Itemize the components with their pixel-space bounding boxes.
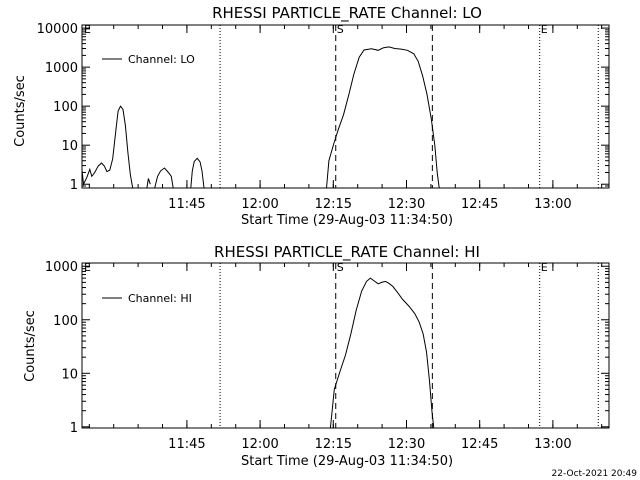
x-tick-label: 12:30 <box>388 437 425 452</box>
plot-frame-hi <box>81 262 610 429</box>
panel-hi: RHESSI PARTICLE_RATE Channel: HI 11:45 12… <box>23 243 610 469</box>
reference-lines-lo <box>219 25 599 188</box>
marker-label: E <box>84 261 91 274</box>
marker-label: S <box>337 23 344 36</box>
y-tick-label: 1000 <box>45 260 78 275</box>
y-tick-label: 10 <box>61 139 78 154</box>
y-axis-hi: 1 10 100 1000 <box>45 260 609 436</box>
x-axis-label-hi: Start Time (29-Aug-03 11:34:50) <box>241 454 453 469</box>
x-tick-label: 12:45 <box>461 437 498 452</box>
x-axis-lo: 11:45 12:00 12:15 12:30 12:45 13:00 <box>88 25 603 212</box>
x-axis-hi: 11:45 12:00 12:15 12:30 12:45 13:00 <box>88 263 603 452</box>
y-tick-label: 1 <box>70 421 78 436</box>
y-axis-lo: 1 10 100 1000 10000 <box>37 22 609 193</box>
series-lo <box>81 46 440 189</box>
y-axis-label-hi: Counts/sec <box>23 310 38 382</box>
x-tick-label: 13:00 <box>534 197 571 212</box>
series-line <box>190 157 205 189</box>
x-tick-label: 11:45 <box>168 437 205 452</box>
title-lo: RHESSI PARTICLE_RATE Channel: LO <box>212 4 482 23</box>
series-hi <box>329 277 435 429</box>
series-line <box>326 46 440 189</box>
panel-lo: RHESSI PARTICLE_RATE Channel: LO 11:45 12… <box>13 4 610 228</box>
y-tick-label: 1 <box>70 178 78 193</box>
legend-lo: Channel: LO <box>102 53 195 66</box>
series-line <box>146 178 151 189</box>
legend-label-hi: Channel: HI <box>128 292 192 305</box>
series-line <box>81 105 134 189</box>
y-tick-label: 100 <box>53 314 78 329</box>
marker-label: S <box>337 261 344 274</box>
marker-label: E <box>541 261 548 274</box>
x-tick-label: 12:15 <box>315 437 352 452</box>
reference-lines-hi <box>219 263 599 428</box>
x-tick-label: 13:00 <box>534 437 571 452</box>
x-tick-label: 12:30 <box>388 197 425 212</box>
y-tick-label: 100 <box>53 100 78 115</box>
x-tick-label: 12:45 <box>461 197 498 212</box>
series-line <box>329 277 435 429</box>
marker-label: E <box>84 23 91 36</box>
x-tick-label: 12:00 <box>241 437 278 452</box>
y-axis-label-lo: Counts/sec <box>13 75 28 147</box>
x-tick-label: 11:45 <box>168 197 205 212</box>
series-line <box>154 167 174 189</box>
y-tick-label: 10000 <box>37 22 78 37</box>
legend-label-lo: Channel: LO <box>128 53 195 66</box>
x-axis-label-lo: Start Time (29-Aug-03 11:34:50) <box>241 213 453 228</box>
legend-hi: Channel: HI <box>102 292 192 305</box>
title-hi: RHESSI PARTICLE_RATE Channel: HI <box>214 243 480 262</box>
marker-label: E <box>541 23 548 36</box>
y-tick-label: 10 <box>61 367 78 382</box>
x-tick-label: 12:15 <box>315 197 352 212</box>
timestamp: 22-Oct-2021 20:49 <box>552 469 638 479</box>
x-tick-label: 12:00 <box>241 197 278 212</box>
y-tick-label: 1000 <box>45 61 78 76</box>
